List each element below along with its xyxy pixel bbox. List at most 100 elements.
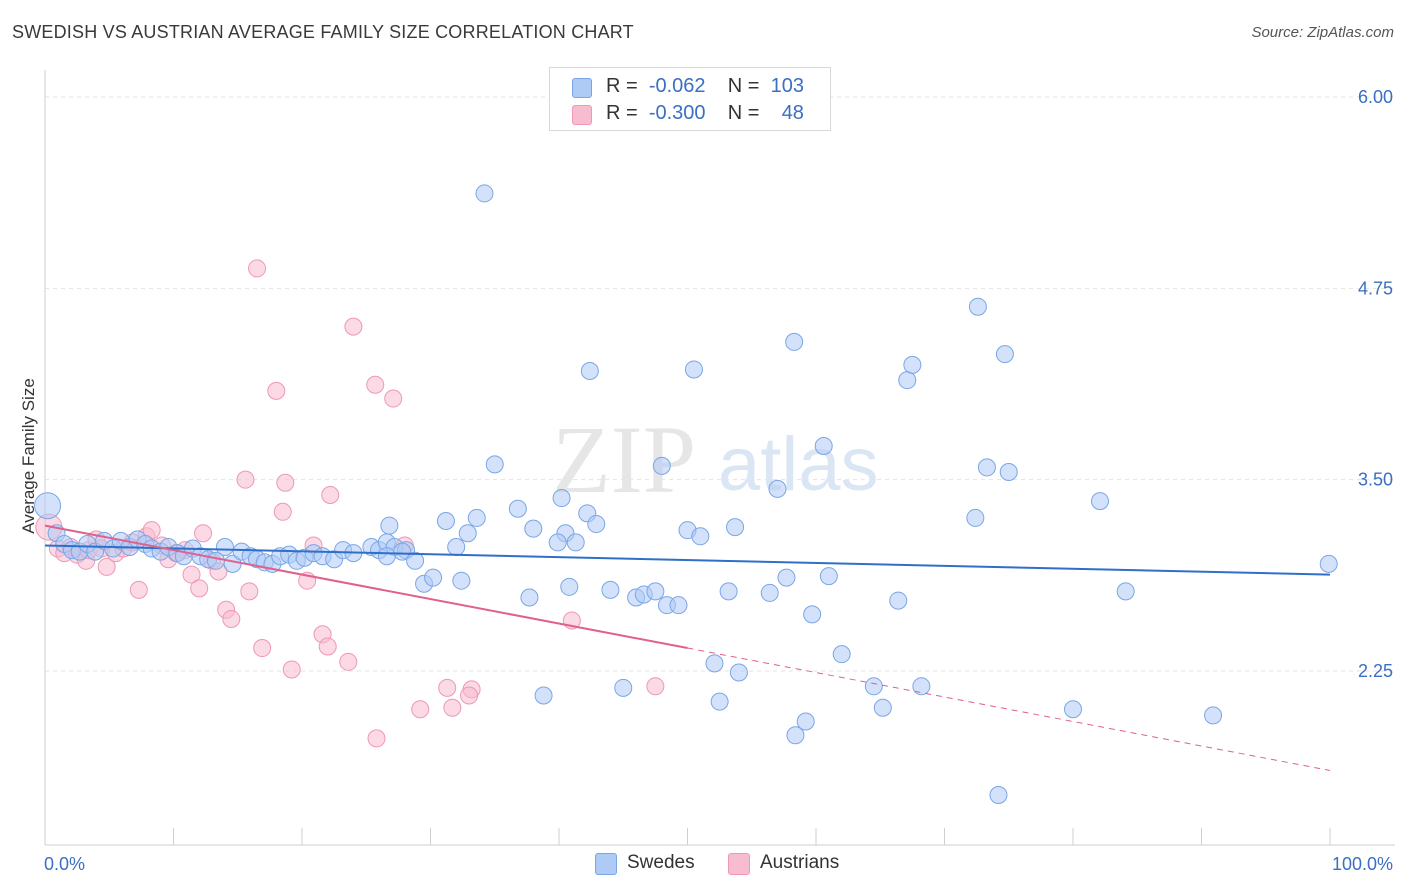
- swedes-point: [1090, 492, 1109, 511]
- austrians-point: [646, 677, 665, 696]
- swedes-point: [377, 547, 396, 566]
- x-tick-label: 0.0%: [44, 854, 85, 874]
- austrians-point: [248, 259, 267, 278]
- y-axis-label: Average Family Size: [19, 378, 38, 534]
- legend-n-value: 103: [770, 75, 804, 97]
- legend-r-label: R =: [606, 75, 638, 97]
- legend-label-austrians: Austrians: [760, 852, 840, 873]
- swedes-point: [999, 463, 1018, 482]
- swedes-point: [873, 698, 892, 717]
- austrians-point: [253, 639, 272, 658]
- swedes-point: [669, 596, 688, 615]
- swedes-point: [796, 712, 815, 731]
- austrians-point: [411, 700, 430, 719]
- swedes-point: [1204, 706, 1223, 725]
- austrians-point: [240, 582, 259, 601]
- austrians-point: [273, 502, 292, 521]
- swedes-point: [977, 458, 996, 477]
- swedes-point: [719, 582, 738, 601]
- y-tick-label: 6.00: [1358, 87, 1393, 107]
- swedes-point: [966, 508, 985, 527]
- chart-title: SWEDISH VS AUSTRIAN AVERAGE FAMILY SIZE …: [12, 22, 634, 42]
- swedes-point: [684, 360, 703, 379]
- swedes-point: [534, 686, 553, 705]
- swedes-point: [889, 591, 908, 610]
- trend-lines: [44, 524, 1331, 771]
- swedes-point: [652, 456, 671, 475]
- austrians-point: [282, 660, 301, 679]
- swedes-point: [729, 663, 748, 682]
- swedes-point: [524, 519, 543, 538]
- swedes-point: [768, 479, 787, 498]
- swedes-point: [552, 489, 571, 508]
- swedes-point: [475, 184, 494, 203]
- y-tick-label: 3.50: [1358, 470, 1393, 490]
- swedes-point: [803, 605, 822, 624]
- austrians-trend-extension: [687, 647, 1331, 771]
- swedes-point: [424, 568, 443, 587]
- swedes-point: [819, 567, 838, 586]
- swedes-point: [786, 726, 805, 745]
- swedes-point: [710, 692, 729, 711]
- swedes-point: [601, 580, 620, 599]
- legend-r-value: -0.062: [648, 75, 706, 97]
- swedes-point: [912, 677, 931, 696]
- swedes-point: [520, 588, 539, 607]
- swedes-trend-line: [44, 544, 1331, 576]
- swedes-point: [989, 785, 1008, 804]
- swedes-point: [705, 654, 724, 673]
- austrians-point: [344, 317, 363, 336]
- austrians-trend-line: [44, 524, 688, 650]
- swedes-point: [898, 371, 917, 390]
- austrians-point: [460, 686, 479, 705]
- swedes-point: [447, 538, 466, 557]
- austrians-point: [367, 729, 386, 748]
- swedes-point: [560, 577, 579, 596]
- swedes-point: [646, 582, 665, 601]
- swedes-point: [436, 511, 455, 530]
- austrians-point: [321, 485, 340, 504]
- swedes-point: [903, 355, 922, 374]
- swedes-point: [1064, 700, 1082, 719]
- legend-n-value: 48: [781, 102, 804, 124]
- watermark: ZIP atlas: [552, 406, 879, 513]
- swedes-point: [566, 533, 585, 552]
- watermark-atlas: atlas: [718, 422, 879, 507]
- austrians-point: [276, 473, 295, 492]
- swedes-point: [995, 345, 1014, 364]
- swedes-point: [580, 361, 599, 380]
- austrians-point: [97, 557, 116, 576]
- tick-labels: 2.25 3.50 4.75 6.00 0.0% 100.0%: [44, 87, 1393, 874]
- swedes-point: [691, 527, 710, 546]
- austrians-point: [194, 524, 213, 543]
- swedes-swatch: [595, 853, 617, 875]
- watermark-zip: ZIP: [552, 406, 696, 513]
- swedes-point: [726, 518, 745, 537]
- austrians-point: [384, 389, 403, 408]
- x-tick-label: 100.0%: [1332, 854, 1393, 874]
- austrians-point: [366, 375, 385, 394]
- swedes-point: [215, 538, 234, 557]
- y-tick-label: 2.25: [1358, 661, 1393, 681]
- austrians-point: [222, 609, 241, 628]
- swedes-point: [777, 568, 796, 587]
- legend-n-label: N =: [727, 102, 760, 124]
- swedes-point: [760, 583, 779, 602]
- swedes-point: [587, 515, 606, 534]
- austrians-point: [267, 381, 286, 400]
- swedes-point: [508, 499, 527, 518]
- swedes-point: [380, 516, 399, 535]
- swedes-point: [968, 297, 987, 316]
- swedes-point: [458, 524, 477, 543]
- swedes-point: [785, 332, 804, 351]
- legend-r-label: R =: [606, 102, 638, 124]
- austrians-point: [182, 565, 201, 584]
- swedes-point: [1319, 554, 1338, 573]
- swedes-point: [548, 533, 567, 552]
- austrians-point: [190, 579, 209, 598]
- austrians-point: [318, 637, 337, 656]
- austrians-point: [438, 678, 457, 697]
- swedes-point: [406, 551, 425, 570]
- y-tick-label: 4.75: [1358, 278, 1393, 298]
